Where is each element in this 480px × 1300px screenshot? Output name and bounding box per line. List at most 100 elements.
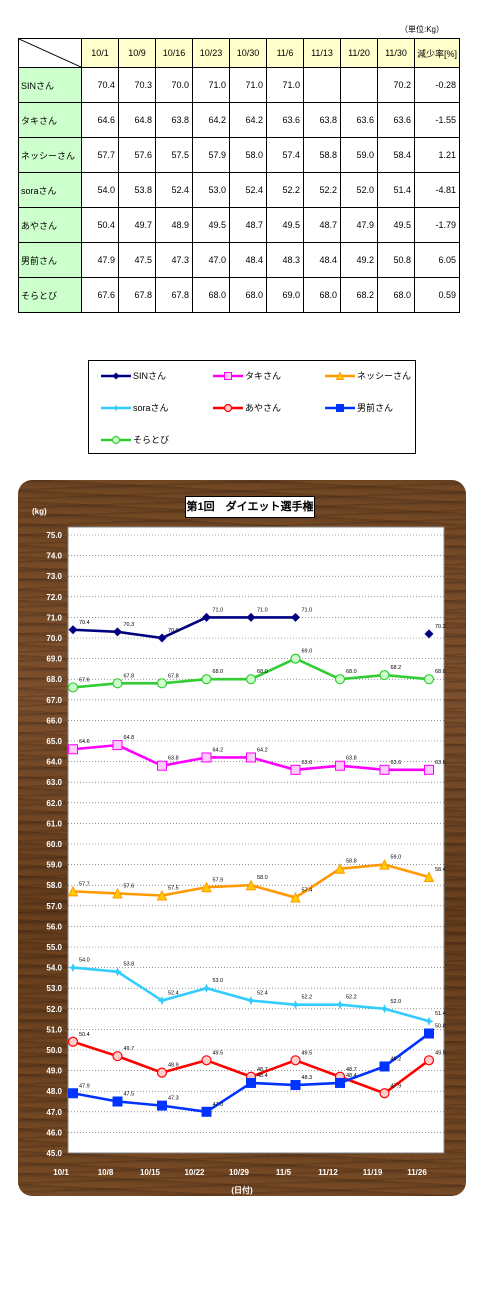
legend-label: タキさん [245,371,282,381]
data-label: 67.8 [124,673,135,679]
y-tick-label: 58.0 [46,881,62,890]
table-cell: 47.5 [118,242,156,278]
table-cell: 50.4 [81,207,119,243]
table-cell: 68.0 [303,277,341,313]
rate-cell: 0.59 [414,277,460,313]
table-cell: 58.0 [229,137,267,173]
data-point [380,1004,389,1014]
table-cell: 49.5 [192,207,230,243]
x-tick-label: 10/15 [140,1168,161,1177]
y-tick-label: 71.0 [46,613,62,622]
data-label: 49.2 [391,1056,402,1062]
series-line-segment [295,764,341,772]
legend-swatch [101,372,131,380]
y-tick-label: 73.0 [46,572,62,581]
x-tick-label: 11/19 [363,1168,383,1177]
table-cell: 70.4 [81,67,119,103]
series-line-segment [72,743,118,751]
y-axis-label: (kg) [32,507,47,516]
table-cell: 51.4 [377,172,415,208]
table-cell [340,67,378,103]
data-label: 58.0 [257,875,268,881]
series-line-segment [295,1081,341,1087]
data-point [423,674,435,685]
x-axis-label: (日付) [231,1185,253,1195]
y-tick-label: 53.0 [46,984,62,993]
series-line-segment [339,1003,385,1011]
data-label: 70.4 [79,620,90,626]
data-label: 70.2 [435,624,446,630]
x-tick-label: 11/5 [276,1168,292,1177]
series-line-segment [117,630,163,640]
data-point [156,889,168,901]
row-name: ネッシーさん [18,137,82,173]
y-tick-label: 46.0 [46,1128,62,1137]
data-point [245,674,257,685]
table-cell: 48.9 [155,207,193,243]
series-line-segment [384,863,430,879]
table-cell: 67.6 [81,277,119,313]
col-header: 10/9 [118,38,156,68]
series-line-segment [206,883,252,889]
table-cell [303,67,341,103]
series-line-segment [116,743,163,767]
legend-swatch [101,404,131,412]
data-point [68,625,78,635]
data-point [290,653,301,664]
row-name: あやさん [18,207,82,243]
table-row: soraさん 54.0 53.8 52.4 53.0 52.4 52.2 52.2 52.0 51… [18,172,460,208]
data-label: 47.3 [168,1096,179,1102]
series-line-segment [161,1059,207,1074]
series-line-segment [250,1081,296,1087]
data-point [157,1100,167,1111]
table-cell: 58.8 [303,137,341,173]
series-line-segment [117,1054,163,1074]
x-tick-label: 10/22 [184,1168,205,1177]
row-name: soraさん [18,172,82,208]
x-tick-label: 10/1 [53,1168,69,1177]
col-header: 10/1 [81,38,119,68]
series-line-segment [250,883,296,899]
data-label: 57.5 [168,886,179,892]
col-header: 10/23 [192,38,230,68]
y-tick-label: 45.0 [46,1149,62,1158]
y-tick-label: 63.0 [46,778,62,787]
data-label: 47.0 [213,1102,224,1108]
data-point [423,871,435,882]
table-cell: 68.0 [229,277,267,313]
y-tick-label: 52.0 [46,1005,62,1014]
x-tick-label: 11/26 [407,1168,427,1177]
data-point [334,863,346,874]
data-point [157,996,167,1006]
data-point [157,760,167,771]
data-point [291,612,300,622]
data-point [156,678,168,689]
data-point [67,682,79,693]
legend-label: そらとび [133,435,170,445]
legend-label: soraさん [133,403,169,413]
data-label: 70.3 [124,622,135,628]
table-cell: 47.9 [340,207,378,243]
legend-label: ネッシーさん [357,371,412,381]
data-point [68,963,78,973]
y-tick-label: 47.0 [46,1108,62,1117]
series-line-segment [161,885,207,897]
series-line-segment [250,1059,296,1078]
legend-swatch [213,372,243,380]
data-point [290,891,301,903]
data-label: 57.7 [79,881,90,887]
data-point [424,1016,434,1026]
y-tick-label: 72.0 [46,593,62,602]
data-label: 68.0 [213,669,224,675]
table-cell: 47.3 [155,242,193,278]
chart-title: 第1回 ダイエット選手権 [185,496,315,518]
series-line-segment [161,1104,207,1114]
data-point [290,1055,301,1066]
series-line-segment [161,986,207,1002]
series-line-segment [384,1007,430,1023]
y-tick-label: 68.0 [46,675,62,684]
data-point [334,674,346,685]
x-tick-label: 10/29 [229,1168,250,1177]
table-header-row: 10/1 10/9 10/16 10/23 10/30 11/6 11/13 1… [18,38,460,68]
data-label: 47.9 [79,1083,90,1089]
